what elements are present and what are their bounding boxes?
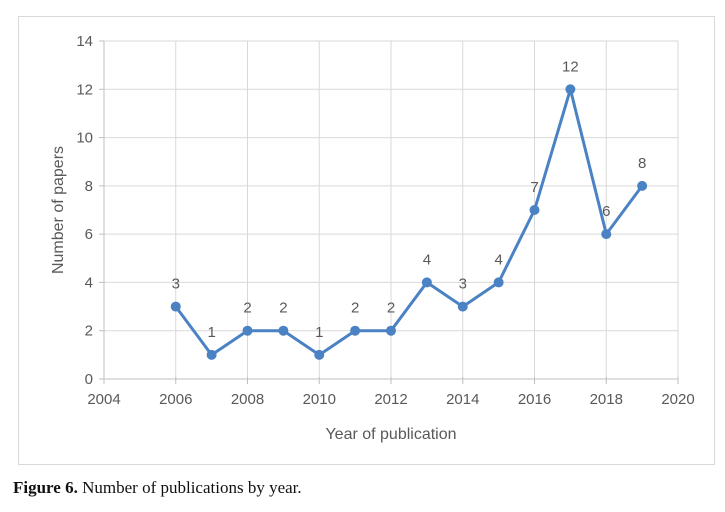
data-point-marker: [278, 325, 289, 336]
data-point-marker: [493, 277, 504, 288]
data-point-marker: [601, 229, 612, 240]
data-point-marker: [242, 325, 253, 336]
x-tick-label: 2012: [374, 391, 407, 408]
y-tick-label: 14: [76, 33, 93, 50]
x-tick-label: 2008: [231, 391, 264, 408]
data-point-marker: [170, 301, 181, 312]
data-point-label: 1: [315, 324, 323, 341]
y-tick-label: 10: [76, 130, 93, 147]
figure-caption-label: Figure 6.: [13, 478, 78, 497]
y-tick-label: 12: [76, 81, 93, 98]
data-point-marker: [314, 349, 325, 360]
data-point-label: 2: [351, 300, 359, 317]
data-point-marker: [206, 349, 217, 360]
x-tick-label: 2006: [159, 391, 192, 408]
x-tick-label: 2016: [518, 391, 551, 408]
data-point-label: 4: [423, 251, 431, 268]
y-tick-label: 4: [85, 274, 93, 291]
data-point-marker: [565, 84, 576, 95]
data-point-label: 2: [279, 300, 287, 317]
x-tick-label: 2014: [446, 391, 479, 408]
data-point-label: 12: [562, 58, 579, 75]
figure-6-chart: 2004 2006 2008 2010 2012 2014 2016 2018 2020 0 2 4 6…: [18, 16, 715, 465]
x-tick-label: 2020: [661, 391, 694, 408]
data-point-label: 3: [459, 276, 467, 293]
data-point-marker: [421, 277, 432, 288]
data-point-label: 6: [602, 203, 610, 220]
data-point-label: 1: [207, 324, 215, 341]
x-axis-title: Year of publication: [325, 426, 456, 443]
figure-caption: Figure 6. Number of publications by year…: [13, 478, 302, 498]
y-tick-label: 0: [85, 371, 93, 388]
y-axis-title: Number of papers: [50, 146, 67, 274]
data-point-label: 3: [172, 276, 180, 293]
chart-svg: 2004 2006 2008 2010 2012 2014 2016 2018 2020 0 2 4 6…: [50, 33, 695, 443]
data-point-label: 2: [243, 300, 251, 317]
x-tick-label: 2018: [590, 391, 623, 408]
data-point-marker: [637, 180, 648, 191]
data-point-marker: [350, 325, 361, 336]
data-point-label: 2: [387, 300, 395, 317]
data-point-marker: [457, 301, 468, 312]
y-tick-label: 2: [85, 323, 93, 340]
x-tick-label: 2010: [303, 391, 336, 408]
data-point-marker: [529, 205, 540, 215]
y-tick-label: 6: [85, 226, 93, 243]
data-point-label: 8: [638, 155, 646, 172]
y-tick-label: 8: [85, 178, 93, 195]
data-point-label: 7: [530, 179, 538, 196]
data-point-label: 4: [494, 251, 502, 268]
x-tick-label: 2004: [87, 391, 120, 408]
data-point-marker: [386, 325, 396, 336]
figure-caption-text: Number of publications by year.: [77, 478, 302, 497]
data-line: [174, 87, 644, 357]
